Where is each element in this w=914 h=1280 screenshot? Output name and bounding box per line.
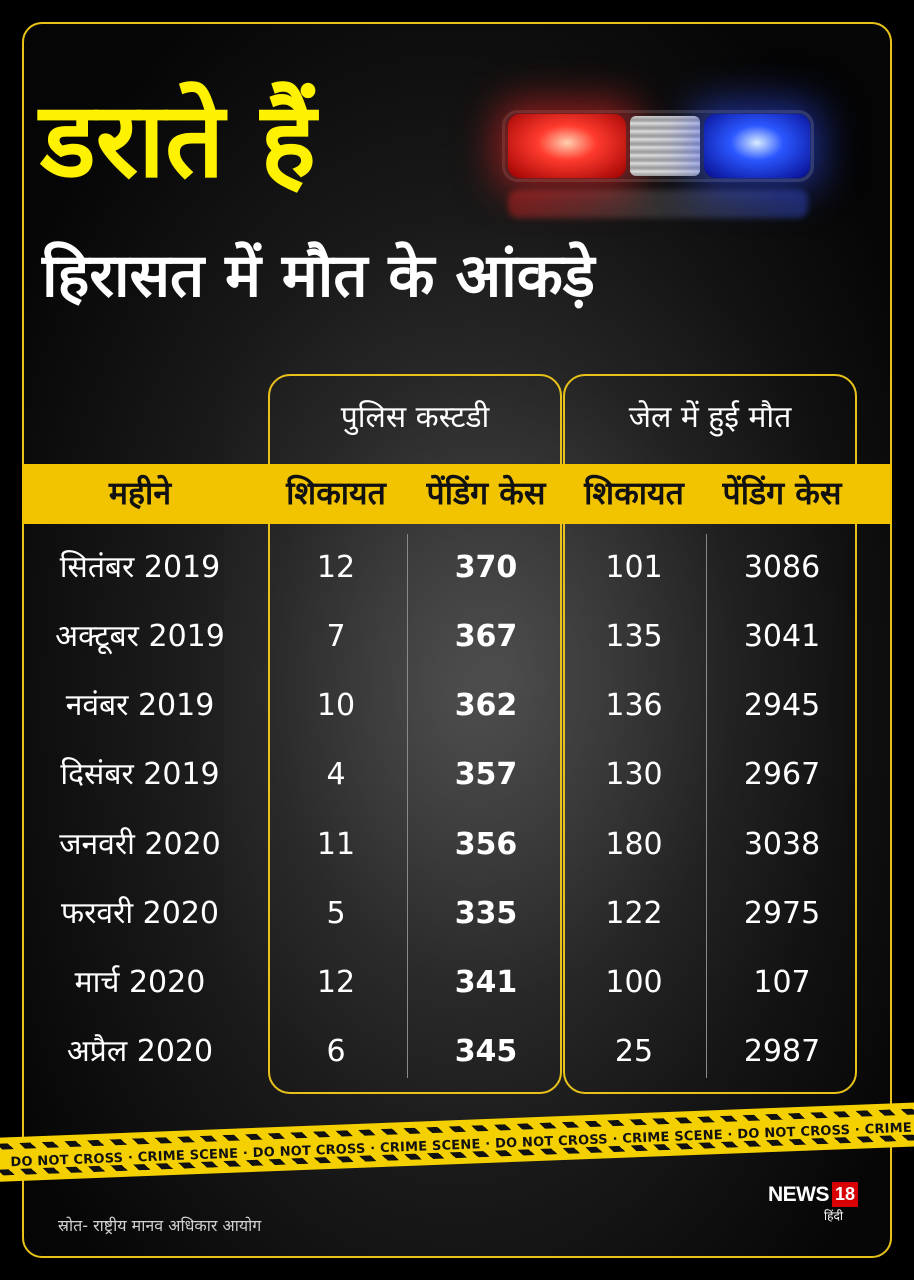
subtitle: हिरासत में मौत के आंकड़े (42, 241, 595, 311)
cell-police-pending: 356 (454, 827, 518, 862)
table-row: दिसंबर 2019 4 357 130 2967 (0, 750, 914, 800)
cell-month: अक्टूबर 2019 (55, 619, 225, 654)
siren-center-light (630, 116, 700, 176)
cell-jail-complaints: 122 (605, 896, 663, 931)
group-label-jail-deaths: जेल में हुई मौत (628, 400, 792, 435)
cell-month: नवंबर 2019 (65, 688, 215, 723)
police-custody-group-box (268, 374, 562, 1094)
table-row: नवंबर 2019 10 362 136 2945 (0, 681, 914, 731)
cell-police-pending: 357 (454, 757, 518, 792)
siren-blue-light (704, 114, 810, 178)
cell-jail-pending: 3041 (743, 619, 821, 654)
cell-police-complaints: 4 (326, 757, 346, 792)
column-divider-police (407, 534, 408, 1078)
cell-jail-complaints: 25 (614, 1034, 654, 1069)
siren-red-light (508, 114, 626, 178)
cell-jail-pending: 3086 (743, 550, 821, 585)
police-siren-icon (478, 90, 838, 220)
cell-police-pending: 335 (454, 896, 518, 931)
cell-month: मार्च 2020 (74, 965, 206, 1000)
source-credit: स्रोत- राष्ट्रीय मानव अधिकार आयोग (58, 1216, 262, 1235)
cell-month: सितंबर 2019 (59, 550, 221, 585)
table-row: अक्टूबर 2019 7 367 135 3041 (0, 612, 914, 662)
table-row: सितंबर 2019 12 370 101 3086 (0, 543, 914, 593)
cell-jail-pending: 2975 (743, 896, 821, 931)
cell-police-complaints: 10 (316, 688, 356, 723)
cell-jail-pending: 107 (753, 965, 811, 1000)
cell-police-complaints: 6 (326, 1034, 346, 1069)
jail-deaths-group-box (563, 374, 857, 1094)
cell-police-complaints: 7 (326, 619, 346, 654)
logo-number: 18 (832, 1182, 859, 1207)
cell-police-complaints: 11 (316, 827, 356, 862)
cell-police-complaints: 12 (316, 965, 356, 1000)
table-header-band (22, 464, 892, 524)
cell-month: अप्रैल 2020 (66, 1034, 214, 1069)
cell-jail-pending: 2945 (743, 688, 821, 723)
cell-jail-complaints: 136 (605, 688, 663, 723)
header-jail-complaints: शिकायत (584, 474, 684, 512)
cell-month: जनवरी 2020 (59, 827, 221, 862)
main-title: डराते हैं (40, 79, 316, 201)
cell-police-pending: 370 (454, 550, 518, 585)
table-row: फरवरी 2020 5 335 122 2975 (0, 889, 914, 939)
logo-word: NEWS (768, 1183, 830, 1206)
cell-jail-pending: 3038 (743, 827, 821, 862)
cell-police-pending: 341 (454, 965, 518, 1000)
table-row: मार्च 2020 12 341 100 107 (0, 958, 914, 1008)
cell-month: फरवरी 2020 (60, 896, 219, 931)
logo-language: हिंदी (824, 1209, 843, 1223)
group-label-police-custody: पुलिस कस्टडी (340, 400, 490, 435)
cell-police-pending: 362 (454, 688, 518, 723)
cell-jail-complaints: 130 (605, 757, 663, 792)
column-divider-jail (706, 534, 707, 1078)
cell-jail-complaints: 101 (605, 550, 663, 585)
header-police-pending: पेंडिंग केस (426, 474, 546, 512)
cell-jail-pending: 2967 (743, 757, 821, 792)
news18-logo: NEWS 18 हिंदी (768, 1182, 860, 1230)
cell-month: दिसंबर 2019 (60, 757, 220, 792)
header-police-complaints: शिकायत (286, 474, 386, 512)
cell-police-complaints: 12 (316, 550, 356, 585)
cell-police-pending: 345 (454, 1034, 518, 1069)
cell-police-complaints: 5 (326, 896, 346, 931)
table-row: जनवरी 2020 11 356 180 3038 (0, 820, 914, 870)
cell-jail-complaints: 100 (605, 965, 663, 1000)
cell-jail-complaints: 135 (605, 619, 663, 654)
header-jail-pending: पेंडिंग केस (722, 474, 842, 512)
header-month: महीने (108, 474, 172, 512)
cell-jail-complaints: 180 (605, 827, 663, 862)
table-row: अप्रैल 2020 6 345 25 2987 (0, 1027, 914, 1077)
cell-police-pending: 367 (454, 619, 518, 654)
siren-reflection (508, 190, 808, 218)
cell-jail-pending: 2987 (743, 1034, 821, 1069)
